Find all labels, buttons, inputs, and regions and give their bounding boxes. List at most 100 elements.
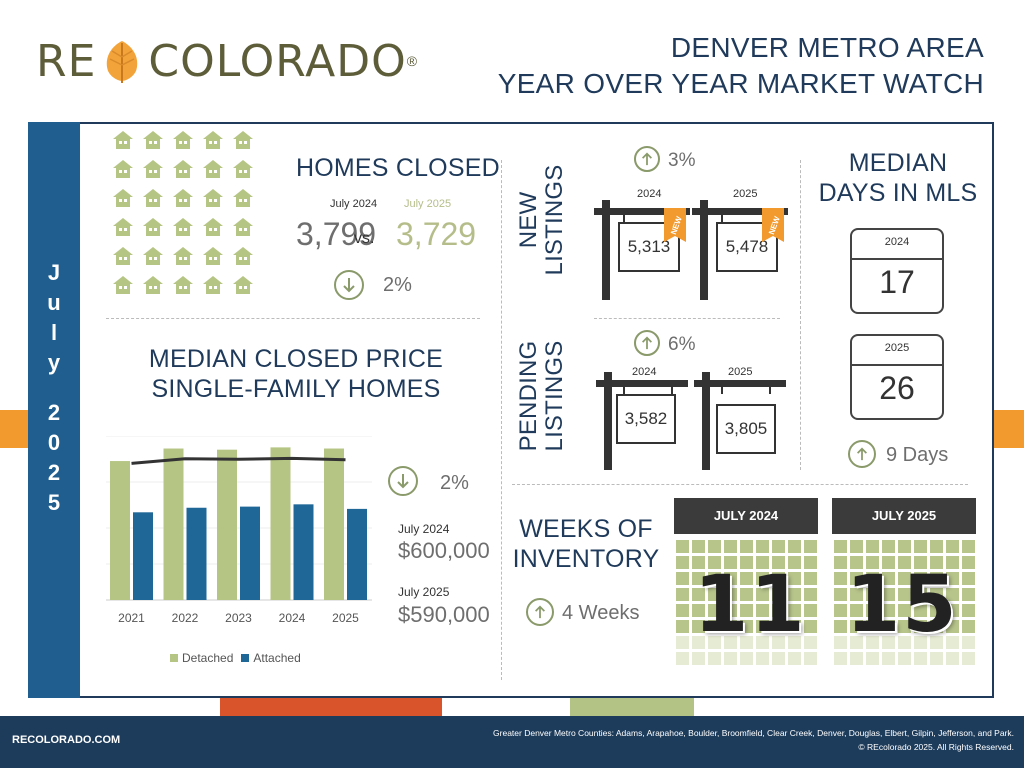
inventory-cell <box>788 556 801 569</box>
inventory-cell <box>772 604 785 617</box>
inventory-cell <box>740 556 753 569</box>
weeks-inventory-change: 4 Weeks <box>562 602 640 624</box>
inventory-cell <box>756 636 769 649</box>
sidebar-letter <box>28 378 80 398</box>
inventory-cell <box>692 540 705 553</box>
inventory-cell <box>898 636 911 649</box>
inventory-cell <box>962 540 975 553</box>
inventory-cell <box>898 620 911 633</box>
inventory-cell <box>898 652 911 665</box>
weeks-inventory-value-2024: 11 <box>694 560 807 650</box>
days-in-mls-change: 9 Days <box>886 444 949 466</box>
new-listings-title-line-1: NEW <box>515 191 542 249</box>
up-arrow-icon <box>634 330 660 356</box>
inventory-cell <box>692 636 705 649</box>
inventory-cell <box>866 588 879 601</box>
inventory-cell <box>850 572 863 585</box>
inventory-cell <box>708 588 721 601</box>
inventory-cell <box>962 652 975 665</box>
inventory-cell <box>724 604 737 617</box>
inventory-cell <box>914 556 927 569</box>
title-line-1: DENVER METRO AREA <box>670 32 984 63</box>
accent-left <box>0 410 28 448</box>
inventory-cell <box>788 652 801 665</box>
inventory-cell <box>724 636 737 649</box>
inventory-cell <box>692 588 705 601</box>
inventory-cell <box>724 652 737 665</box>
median-price-title-line-2: SINGLE-FAMILY HOMES <box>151 375 441 403</box>
inventory-cell <box>866 572 879 585</box>
inventory-cell <box>756 652 769 665</box>
x-tick-label: 2024 <box>279 611 306 625</box>
calendar-divider <box>852 364 942 366</box>
days-in-mls-year-2024: 2024 <box>884 236 910 248</box>
house-icon <box>112 217 134 237</box>
inventory-cell <box>740 540 753 553</box>
inventory-grid-2025 <box>834 540 975 665</box>
weeks-inventory-label-2025: JULY 2025 <box>832 498 976 534</box>
inventory-cell <box>756 540 769 553</box>
inventory-cell <box>740 572 753 585</box>
x-tick-label: 2025 <box>332 611 359 625</box>
inventory-cell <box>914 588 927 601</box>
sidebar-letter: 2 <box>47 460 61 485</box>
sidebar-letter: J <box>47 260 61 285</box>
inventory-cell <box>804 588 817 601</box>
inventory-cell <box>834 556 847 569</box>
house-icon-grid <box>112 130 262 302</box>
legend-label-detached: Detached <box>182 651 234 665</box>
inventory-cell <box>804 556 817 569</box>
homes-closed-label-2025: July 2025 <box>404 198 452 210</box>
inventory-cell <box>962 572 975 585</box>
median-price-chart: 2021 2022 2023 2024 2025 <box>106 436 372 625</box>
inventory-cell <box>930 636 943 649</box>
house-icon <box>202 159 224 179</box>
inventory-cell <box>756 604 769 617</box>
inventory-cell <box>756 572 769 585</box>
content-frame <box>28 122 994 698</box>
inventory-cell <box>692 572 705 585</box>
footer-accent-green <box>570 698 694 716</box>
homes-closed-change: 2% <box>383 274 412 296</box>
weeks-inventory-label-2024: JULY 2024 <box>674 498 818 534</box>
new-listings-sign-2024: 5,313 <box>618 222 680 272</box>
inventory-cell <box>708 540 721 553</box>
house-icon <box>142 217 164 237</box>
sidebar-letter: 0 <box>47 430 61 455</box>
legend-label-attached: Attached <box>253 651 301 665</box>
inventory-cell <box>676 620 689 633</box>
footer-site-link[interactable]: RECOLORADO.COM <box>12 734 121 746</box>
house-icon <box>172 275 194 295</box>
pending-listings-change: 6% <box>668 334 696 355</box>
calendar-2024-icon: 2024 17 <box>850 228 944 314</box>
inventory-cell <box>804 652 817 665</box>
house-icon <box>112 188 134 208</box>
inventory-cell <box>850 652 863 665</box>
inventory-cell <box>804 604 817 617</box>
house-icon <box>202 130 224 150</box>
inventory-cell <box>882 604 895 617</box>
inventory-cell <box>882 588 895 601</box>
divider <box>512 484 968 485</box>
inventory-cell <box>946 556 959 569</box>
bar-detached-2022 <box>163 448 184 600</box>
bar-attached-2024 <box>293 504 314 600</box>
median-price-value-2024: $600,000 <box>398 538 490 563</box>
house-icon <box>142 159 164 179</box>
footer-copyright: © REcolorado 2025. All Rights Reserved. <box>858 742 1014 752</box>
bar-attached-2023 <box>240 506 260 600</box>
pending-listings-title-line-1: PENDING <box>515 340 542 452</box>
homes-closed-value-2024: 3,799 <box>296 216 377 252</box>
inventory-cell <box>850 588 863 601</box>
house-icon <box>232 246 254 266</box>
sidebar-letter: l <box>50 320 58 345</box>
bar-attached-2021 <box>133 512 153 600</box>
page-title: DENVER METRO AREA YEAR OVER YEAR MARKET … <box>498 30 984 102</box>
divider <box>106 318 480 319</box>
calendar-2025-icon: 2025 26 <box>850 334 944 420</box>
bar-detached-2024 <box>270 447 291 600</box>
inventory-cell <box>882 620 895 633</box>
homes-closed-vs: vs. <box>354 230 375 247</box>
column-divider <box>800 160 801 470</box>
days-in-mls-value-2025: 26 <box>879 370 915 406</box>
